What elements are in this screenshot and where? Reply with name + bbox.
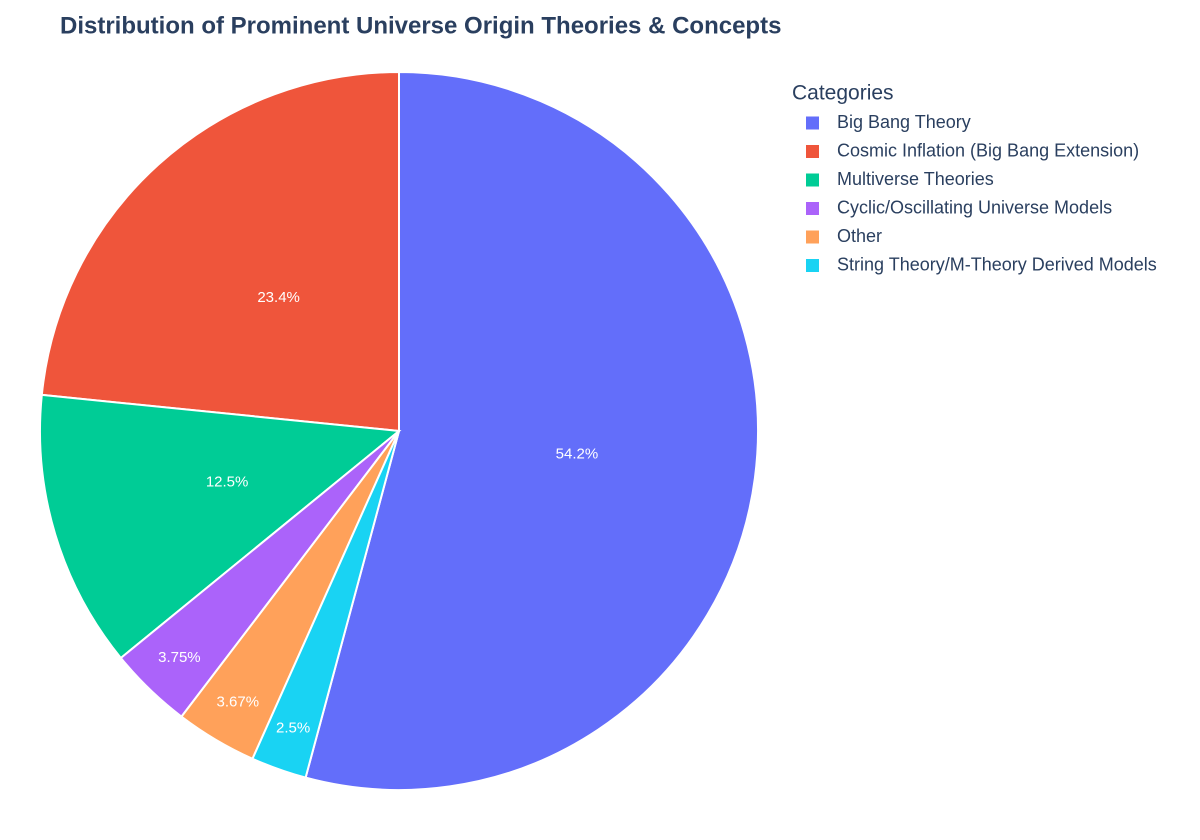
legend-label: Cosmic Inflation (Big Bang Extension) [837, 140, 1139, 160]
legend-title: Categories [792, 82, 894, 105]
slice-label: 23.4% [257, 289, 300, 306]
pie-slice [40, 70, 400, 433]
pie-slice [251, 430, 400, 779]
slice-label: 3.67% [217, 694, 260, 711]
legend-label: Multiverse Theories [837, 169, 994, 189]
slice-label: 3.75% [158, 649, 201, 666]
legend-swatch [806, 145, 819, 158]
chart-title: Distribution of Prominent Universe Origi… [60, 12, 781, 39]
legend-label: String Theory/M-Theory Derived Models [837, 254, 1157, 274]
legend-label: Cyclic/Oscillating Universe Models [837, 197, 1112, 217]
legend-swatch [806, 230, 819, 244]
slice-label: 12.5% [206, 474, 249, 491]
slice-label: 2.5% [276, 720, 310, 737]
legend-swatch [806, 202, 819, 215]
pie-slice [304, 70, 759, 791]
legend-swatch [806, 259, 819, 272]
legend-label: Big Bang Theory [837, 112, 971, 132]
legend-swatch [806, 116, 819, 130]
pie-slice [39, 393, 402, 660]
legend-swatch [806, 173, 819, 187]
slice-label: 54.2% [556, 446, 599, 463]
legend-label: Other [837, 226, 882, 246]
